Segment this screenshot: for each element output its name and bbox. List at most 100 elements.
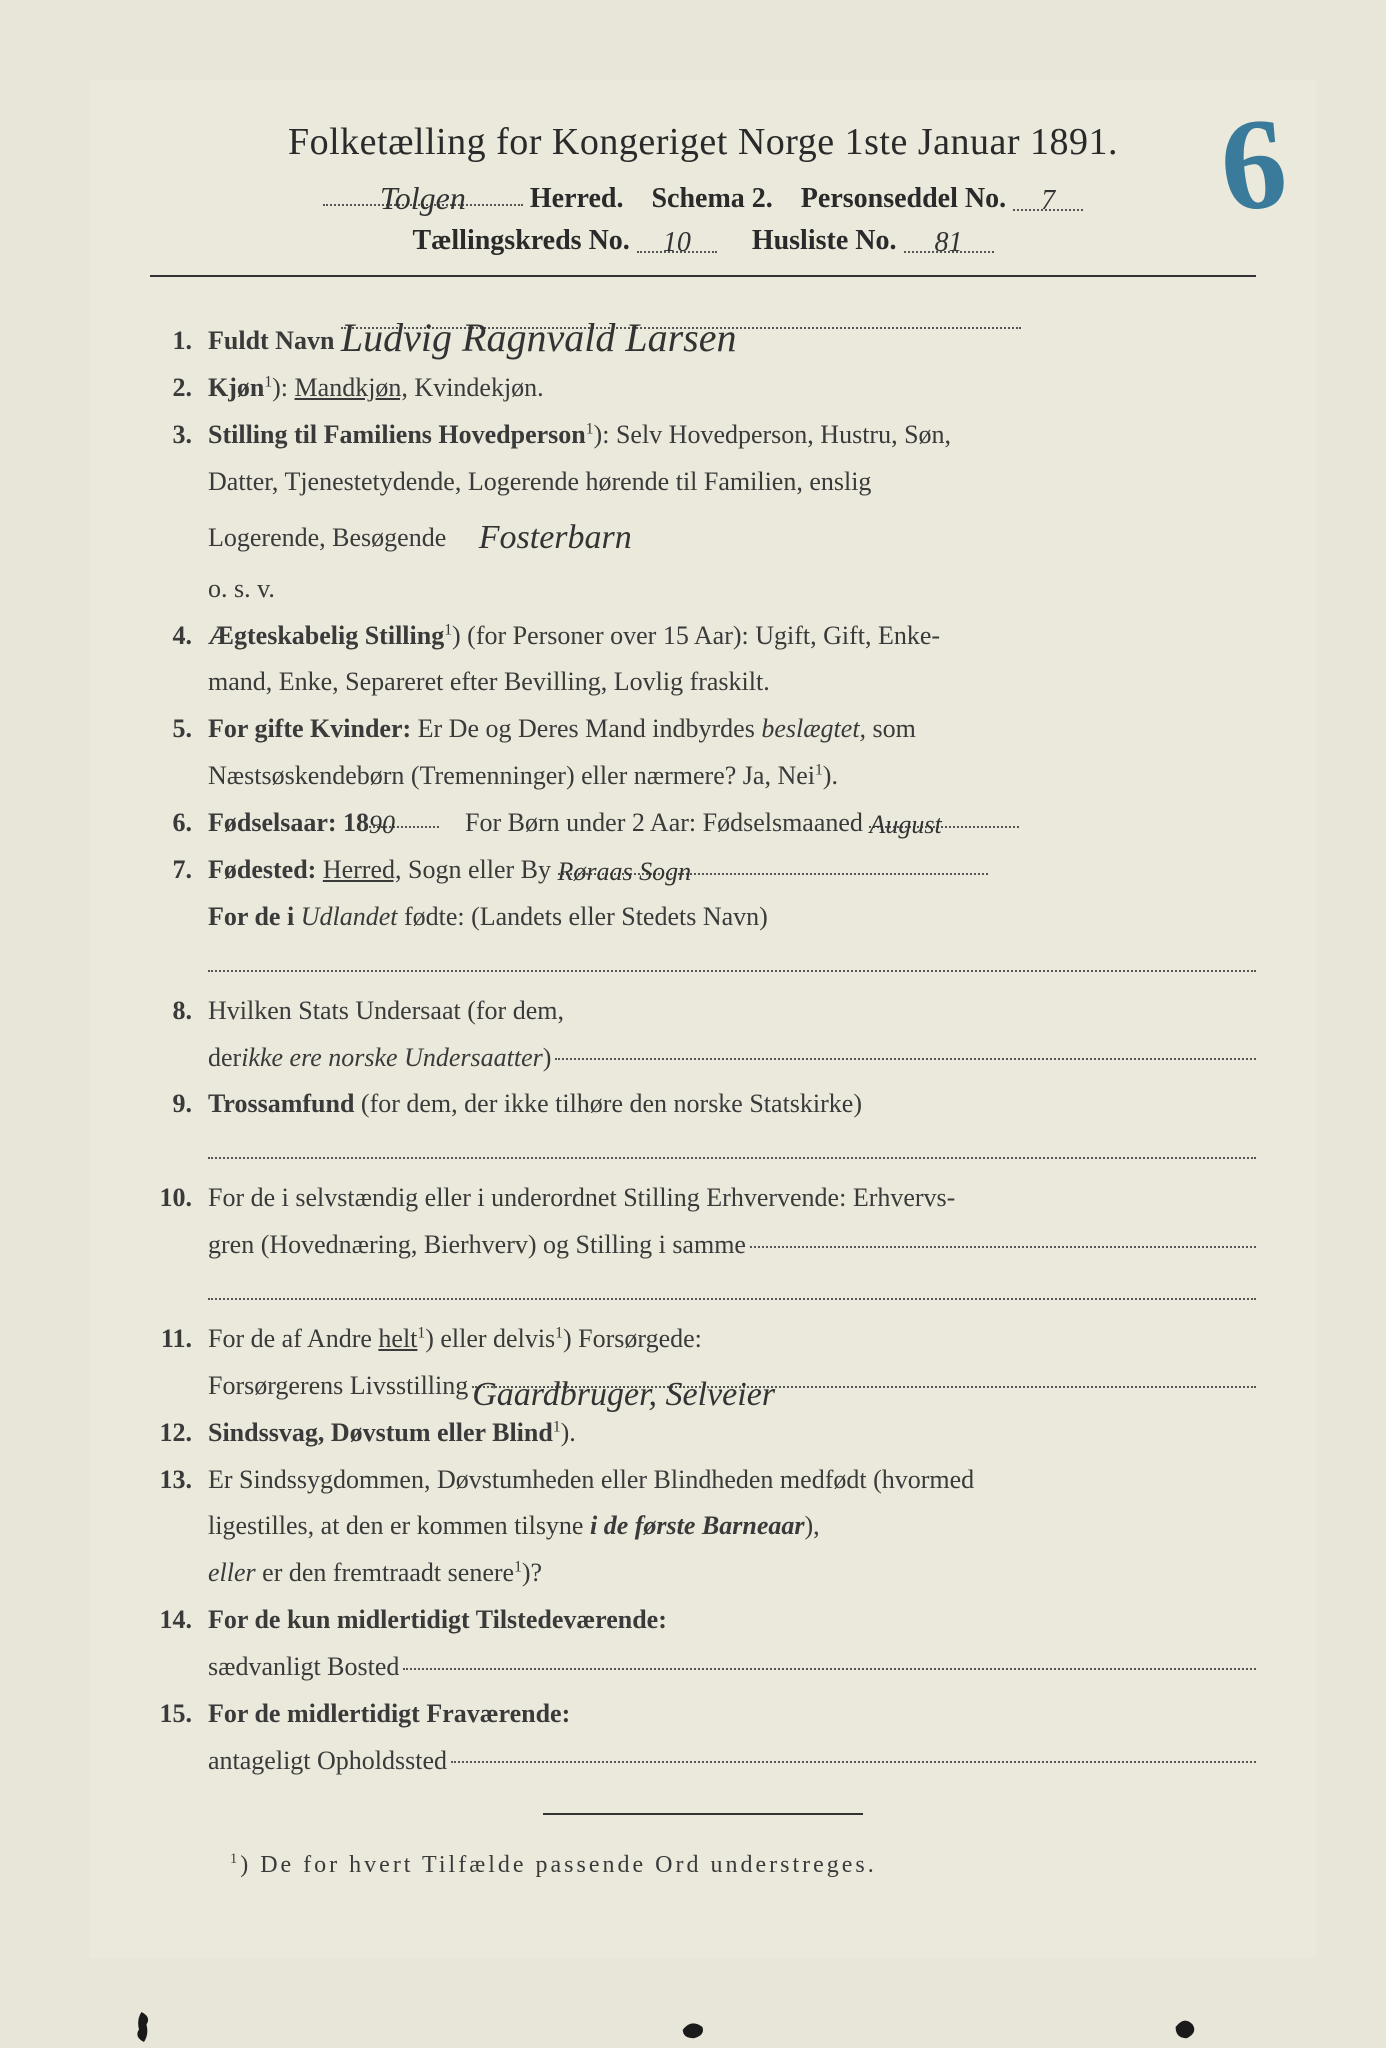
field-8-row: 8. Hvilken Stats Undersaat (for dem, (150, 990, 1256, 1033)
kreds-value: 10 (663, 227, 691, 258)
birth-month-value: August (869, 810, 941, 839)
field-3-line3-row: Logerende, Besøgende Fosterbarn (150, 508, 1256, 564)
footnote-sup: 1 (230, 1851, 240, 1867)
field-11-row: 11. For de af Andre helt1) eller delvis1… (150, 1318, 1256, 1361)
field-13-line2a: ligestilles, at den er kommen tilsyne (208, 1511, 590, 1540)
field-7-label: Fødested: (208, 855, 316, 884)
field-num-12: 12. (150, 1412, 208, 1455)
field-4-sup: 1 (444, 621, 452, 638)
field-7-herred: Herred, (323, 855, 402, 884)
field-7-line2b: fødte: (Landets eller Stedets Navn) (397, 902, 767, 931)
field-14-line2-row: sædvanligt Bosted (150, 1646, 1256, 1689)
paper-mark-icon (130, 2012, 158, 2042)
field-num-5: 5. (150, 708, 208, 751)
birthplace-value: Røraas Sogn (558, 857, 692, 886)
field-13-line1: Er Sindssygdommen, Døvstumheden eller Bl… (208, 1459, 1256, 1502)
field-3-line3a: Logerende, Besøgende (208, 523, 446, 552)
personseddel-value: 7 (1041, 185, 1055, 216)
field-8-line2: der (208, 1037, 241, 1080)
field-7-blank-row (150, 943, 1256, 986)
pencil-annotation: 6 (1217, 117, 1290, 213)
field-8-line1: Hvilken Stats Undersaat (for dem, (208, 990, 1256, 1033)
field-14-line1: For de kun midlertidigt Tilstedeværende: (208, 1605, 667, 1634)
blank-dotted-line (451, 1740, 1256, 1763)
field-num-13: 13. (150, 1459, 208, 1502)
field-9-blank-row (150, 1130, 1256, 1173)
schema-label: Schema 2. (651, 183, 772, 214)
field-11-sup2: 1 (555, 1324, 563, 1341)
field-2-sup: 1 (264, 373, 272, 390)
field-num-1: 1. (150, 320, 208, 363)
personseddel-label: Personseddel No. (801, 183, 1006, 214)
field-num-6: 6. (150, 802, 208, 845)
field-3-line1: Selv Hovedperson, Hustru, Søn, (616, 420, 951, 449)
field-8-close: ) (543, 1037, 552, 1080)
field-5-line1: Er De og Deres Mand indbyrdes (418, 714, 762, 743)
field-9-label: Trossamfund (208, 1089, 354, 1118)
field-num-15: 15. (150, 1693, 208, 1736)
field-11-end: Forsørgede: (572, 1324, 702, 1353)
field-5-sup: 1 (815, 762, 823, 779)
field-7-line2-row: For de i Udlandet fødte: (Landets eller … (150, 896, 1256, 939)
field-3-line2-row: Datter, Tjenestetydende, Logerende høren… (150, 461, 1256, 504)
full-name-value: Ludvig Ragnvald Larsen (341, 315, 737, 360)
field-11-sup1: 1 (417, 1324, 425, 1341)
field-1-row: 1. Fuldt Navn Ludvig Ragnvald Larsen (150, 303, 1256, 363)
field-14-row: 14. For de kun midlertidigt Tilstedevære… (150, 1599, 1256, 1642)
field-8-ital: ikke ere norske Undersaatter (241, 1037, 543, 1080)
field-5-row: 5. For gifte Kvinder: Er De og Deres Man… (150, 708, 1256, 751)
field-9-line1: (for dem, der ikke tilhøre den norske St… (361, 1089, 862, 1118)
field-4-line2-row: mand, Enke, Separeret efter Bevilling, L… (150, 661, 1256, 704)
field-11-mid: eller delvis (434, 1324, 555, 1353)
field-15-line2: antageligt Opholdssted (208, 1740, 447, 1783)
field-3-row: 3. Stilling til Familiens Hovedperson1):… (150, 414, 1256, 457)
field-11-line2: Forsørgerens Livsstilling (208, 1365, 468, 1408)
footnote: 1) De for hvert Tilfælde passende Ord un… (150, 1851, 1256, 1879)
herred-value: Tolgen (380, 180, 466, 216)
field-2-selected: Mandkjøn, (295, 373, 408, 402)
field-num-9: 9. (150, 1083, 208, 1126)
field-12-sup: 1 (553, 1418, 561, 1435)
field-8-line2-row: der ikke ere norske Undersaatter ) (150, 1037, 1256, 1080)
blank-dotted-line (750, 1224, 1256, 1247)
field-num-7: 7. (150, 849, 208, 892)
field-5-label: For gifte Kvinder: (208, 714, 411, 743)
field-4-label: Ægteskabelig Stilling (208, 621, 444, 650)
field-3-line4: o. s. v. (208, 568, 1256, 611)
field-15-line2-row: antageligt Opholdssted (150, 1740, 1256, 1783)
header-divider (150, 275, 1256, 277)
field-9-row: 9. Trossamfund (for dem, der ikke tilhør… (150, 1083, 1256, 1126)
field-13-q: ? (531, 1558, 543, 1587)
husliste-label: Husliste No. (752, 225, 897, 256)
provider-occupation-value: Gaardbruger, Selveier (472, 1376, 775, 1413)
blank-dotted-line (403, 1646, 1256, 1669)
birth-year-value: 90 (369, 810, 395, 839)
field-num-10: 10. (150, 1177, 208, 1220)
field-14-line2: sædvanligt Bosted (208, 1646, 399, 1689)
field-10-line1: For de i selvstændig eller i underordnet… (208, 1177, 955, 1220)
field-1-label: Fuldt Navn (208, 326, 334, 355)
field-2-label: Kjøn (208, 373, 264, 402)
field-4-row: 4. Ægteskabelig Stilling1) (for Personer… (150, 615, 1256, 658)
form-header: Folketælling for Kongeriget Norge 1ste J… (150, 120, 1256, 257)
blank-dotted-line (555, 1037, 1256, 1060)
field-13-line2b: ), (804, 1511, 819, 1540)
subtitle-row-2: Tællingskreds No. 10 Husliste No. 81 (150, 225, 1256, 257)
paper-mark-icon (680, 2012, 708, 2042)
field-num-3: 3. (150, 414, 208, 457)
field-4-line1: (for Personer over 15 Aar): Ugift, Gift,… (467, 621, 940, 650)
blank-dotted-line (208, 948, 1256, 971)
field-15-row: 15. For de midlertidigt Fraværende: (150, 1693, 1256, 1736)
field-7-rest: Sogn eller By (402, 855, 552, 884)
field-11-helt: helt (378, 1324, 417, 1353)
field-10-blank-row (150, 1271, 1256, 1314)
field-num-8: 8. (150, 990, 208, 1033)
field-5-line2-row: Næstsøskendebørn (Tremenninger) eller næ… (150, 755, 1256, 798)
field-15-line1: For de midlertidigt Fraværende: (208, 1699, 570, 1728)
field-3-line2: Datter, Tjenestetydende, Logerende høren… (208, 461, 1256, 504)
census-form-page: 6 Folketælling for Kongeriget Norge 1ste… (90, 80, 1316, 1958)
field-13-ital: i de første Barneaar (590, 1511, 805, 1540)
field-2-rest: Kvindekjøn. (408, 373, 544, 402)
field-13-row: 13. Er Sindssygdommen, Døvstumheden elle… (150, 1459, 1256, 1502)
field-5-post: som (873, 714, 916, 743)
